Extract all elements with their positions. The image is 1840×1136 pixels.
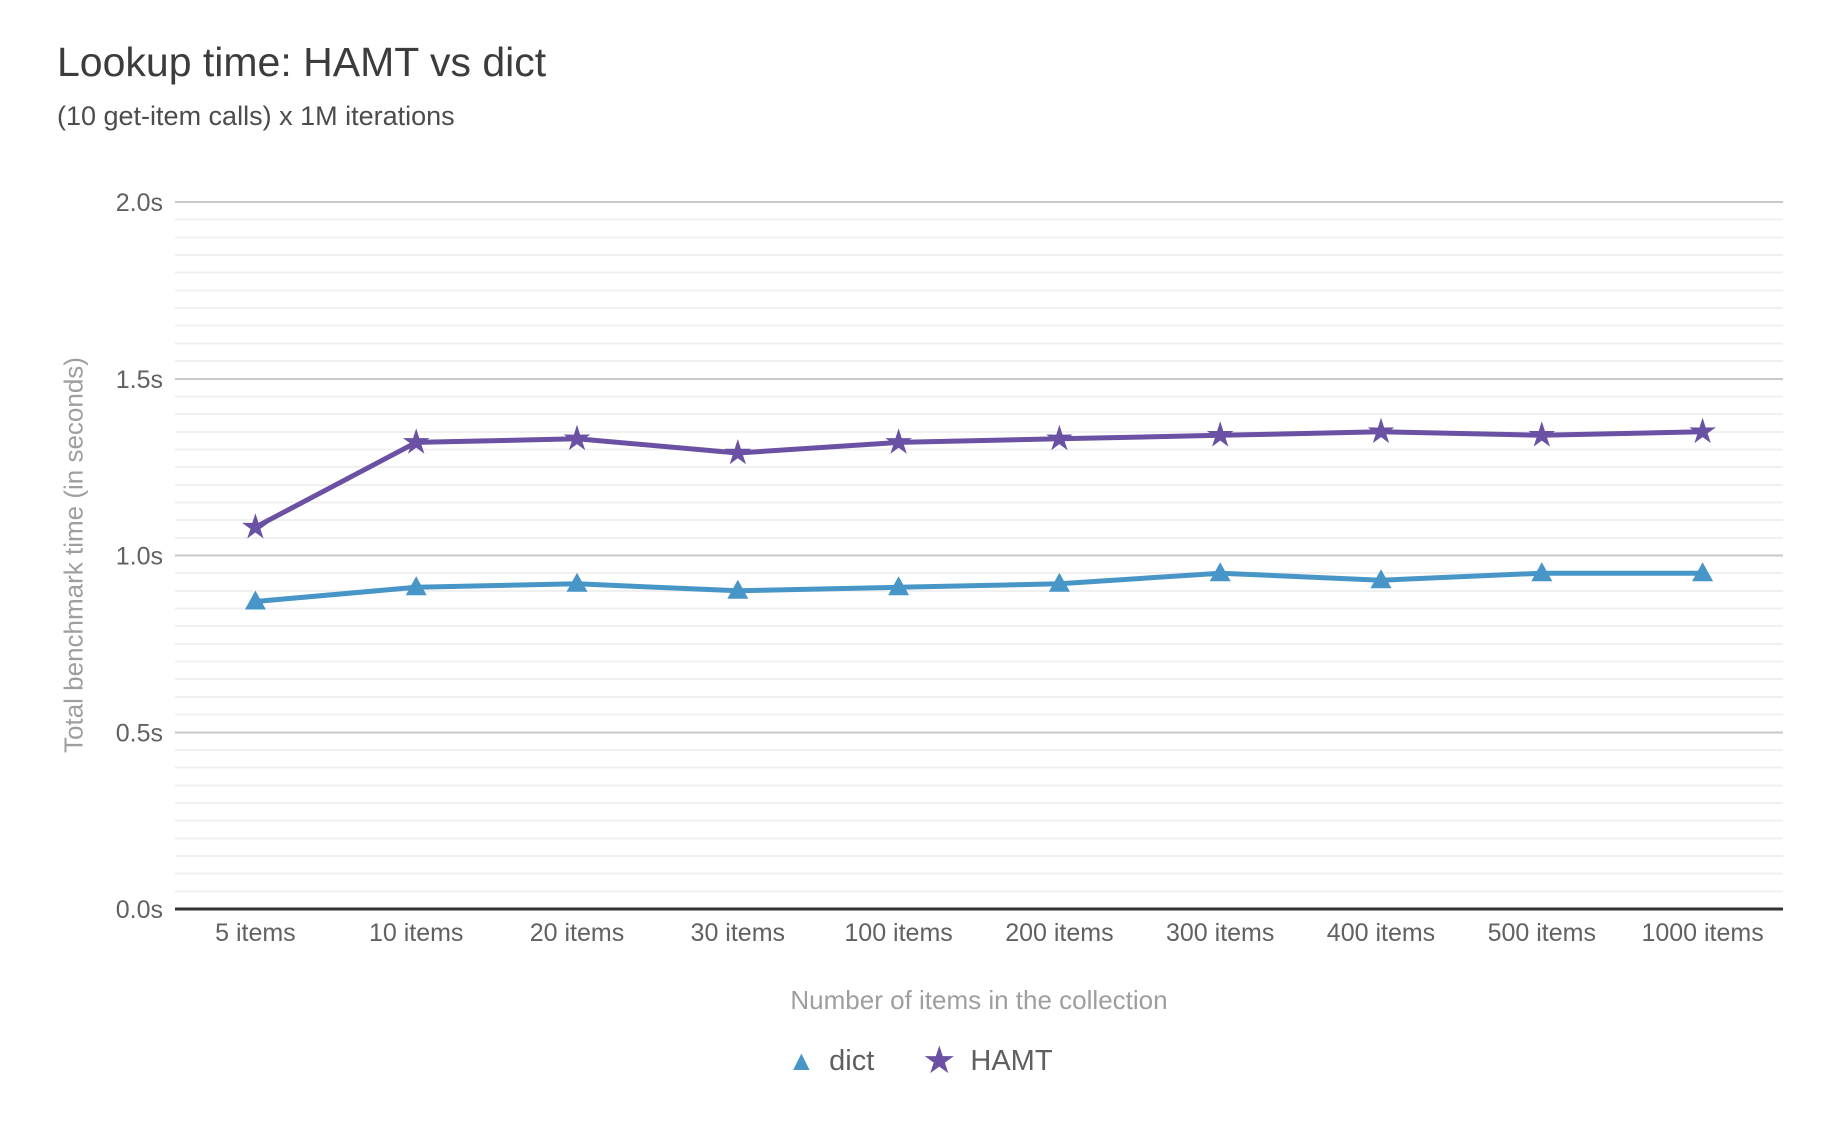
dict-marker [244,590,266,610]
x-tick-label: 500 items [1488,919,1596,947]
hamt-marker [1046,424,1073,451]
hamt-marker [1528,421,1556,447]
legend-label-hamt: HAMT [970,1044,1053,1077]
star-icon: ★ [922,1040,957,1082]
hamt-marker [1689,417,1716,444]
legend-label-dict: dict [829,1044,875,1077]
hamt-marker [242,513,269,539]
legend: ▲ dict ★ HAMT [0,1042,1840,1080]
x-tick-label: 300 items [1166,919,1274,947]
hamt-line [252,429,1706,530]
x-tick-label: 400 items [1327,919,1435,947]
legend-item-hamt: ★ HAMT [922,1042,1052,1080]
x-tick-label: 100 items [844,919,952,947]
x-tick-label: 10 items [369,919,463,947]
hamt-marker [724,439,752,465]
chart-subtitle: (10 get-item calls) x 1M iterations [57,101,455,131]
x-tick-label: 5 items [215,919,296,947]
dict-marker [1209,562,1231,582]
hamt-marker [1367,417,1395,444]
dict-marker [1370,569,1392,589]
x-tick-label: 20 items [530,919,624,947]
hamt-marker [563,424,591,451]
legend-item-dict: ▲ dict [787,1045,874,1078]
dict-marker [1048,572,1070,592]
dict-marker [727,579,749,599]
dict-marker [1692,562,1714,582]
dict-marker [566,572,588,592]
y-tick-label: 1.5s [116,366,163,394]
hamt-marker [402,428,430,454]
triangle-icon: ▲ [787,1045,816,1076]
x-tick-label: 200 items [1005,919,1113,947]
y-tick-label: 1.0s [116,543,163,571]
hamt-marker [1206,421,1234,447]
x-tick-label: 30 items [691,919,785,947]
hamt-marker [885,428,912,454]
dict-line [252,570,1706,604]
y-tick-label: 0.5s [116,719,163,747]
dict-marker [1531,562,1553,582]
y-tick-label: 0.0s [116,896,163,924]
dict-marker [405,576,427,596]
chart-title: Lookup time: HAMT vs dict [57,39,547,85]
x-axis-title: Number of items in the collection [790,985,1168,1015]
x-tick-label: 1000 items [1641,919,1763,947]
y-tick-label: 2.0s [116,189,163,217]
dict-marker [888,576,910,596]
